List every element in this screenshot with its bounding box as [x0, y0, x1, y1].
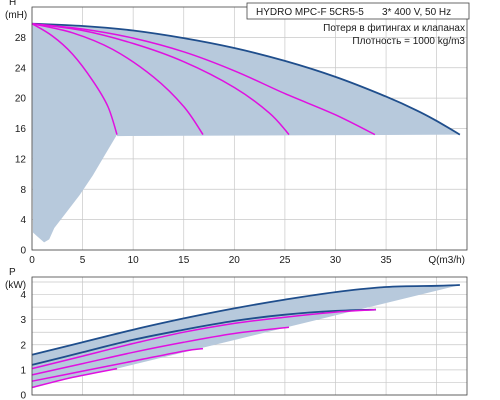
pump-curve-5	[31, 367, 118, 389]
pump-curve-4	[31, 22, 376, 136]
x-tick-label: 25	[279, 255, 291, 266]
info-box: HYDRO MPC-F 5CR5-5 3* 400 V, 50 Hz Потер…	[246, 2, 470, 47]
pump-curve-2	[31, 308, 377, 370]
pump-curve-3	[31, 326, 290, 376]
y-axis-unit: (mH)	[5, 10, 27, 21]
y-tick-label: 3	[20, 315, 26, 326]
max-curve	[31, 308, 377, 366]
y-tick-label: 28	[15, 33, 27, 44]
pump-curve-2	[31, 22, 204, 136]
x-tick-label: 35	[381, 255, 393, 266]
operating-area	[32, 23, 460, 243]
y-tick-label: 8	[20, 185, 26, 196]
y-axis-label: H	[9, 0, 16, 8]
x-tick-label: 20	[229, 255, 241, 266]
max-curve	[31, 22, 461, 136]
y-tick-label: 24	[15, 63, 27, 74]
y-axis-unit: (kW)	[5, 280, 26, 291]
x-axis-label: Q(m3/h)	[428, 255, 465, 266]
x-tick-label: 30	[330, 255, 342, 266]
y-tick-label: 16	[15, 124, 27, 135]
power-chart-panel: 0 1 2 3 4 P (kW)	[5, 267, 468, 400]
max-curve	[31, 284, 460, 356]
y-tick-label: 4	[20, 290, 26, 301]
x-tick-label: 5	[80, 255, 86, 266]
y-tick-label: 4	[20, 215, 26, 226]
y-tick-label: 0	[20, 246, 26, 257]
y-axis-label: P	[9, 267, 16, 278]
y-tick-label: 0	[20, 391, 26, 400]
pump-curve-3	[31, 22, 290, 136]
info-supply: 3* 400 V, 50 Hz	[382, 7, 451, 18]
info-density: Плотность = 1000 kg/m3	[352, 36, 465, 47]
plot-frame	[31, 276, 468, 396]
info-box-frame	[246, 2, 470, 20]
info-title: HYDRO MPC-F 5CR5-5	[256, 7, 364, 18]
x-tick-label: 0	[29, 255, 35, 266]
info-loss-note: Потеря в фитингах и клапанах	[323, 22, 465, 34]
x-tick-label: 15	[178, 255, 190, 266]
y-tick-label: 2	[20, 340, 26, 351]
pump-curve-1	[31, 23, 118, 135]
y-tick-label: 1	[20, 365, 26, 376]
head-chart-panel: 0 4 8 12 16 20 24 28 0 5 10 15 20 25 30 35 Q(m3/h) H (mH)	[5, 0, 468, 266]
x-tick-label: 10	[128, 255, 140, 266]
y-tick-label: 12	[15, 154, 27, 165]
pump-curve-4	[31, 347, 204, 382]
y-tick-label: 20	[15, 94, 27, 105]
